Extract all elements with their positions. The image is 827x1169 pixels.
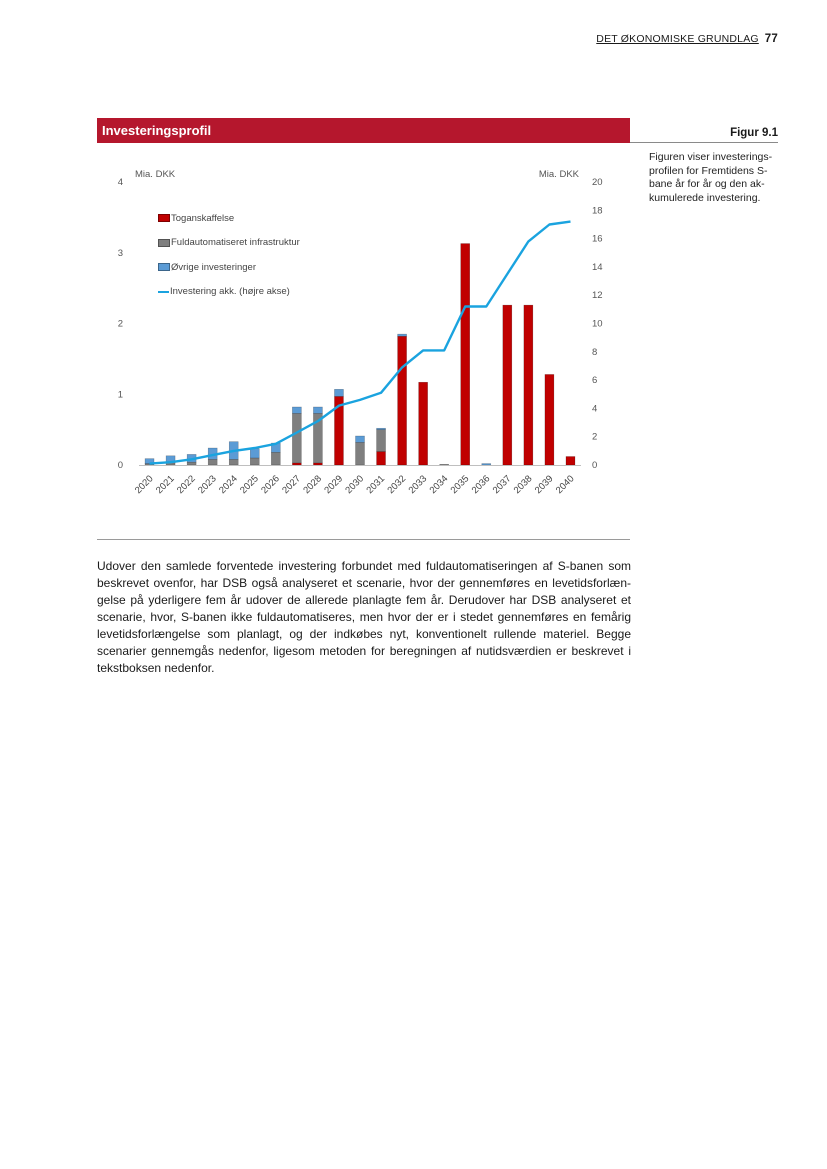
figure-title: Investeringsprofil bbox=[102, 123, 212, 138]
legend-label: Øvrige investeringer bbox=[171, 261, 257, 273]
x-axis-tick-label: 2035 bbox=[449, 473, 472, 496]
x-axis-tick-label: 2023 bbox=[196, 473, 219, 496]
legend-swatch bbox=[158, 214, 170, 223]
x-axis-tick-label: 2031 bbox=[364, 473, 387, 496]
x-axis-tick-label: 2032 bbox=[385, 473, 408, 496]
right-axis-tick-label: 10 bbox=[592, 319, 603, 330]
left-axis-tick-label: 1 bbox=[118, 389, 123, 400]
x-axis-tick-label: 2038 bbox=[512, 473, 535, 496]
bar-fuldautomatiseret-infrastruktur bbox=[271, 452, 281, 466]
x-axis-tick-label: 2030 bbox=[343, 473, 366, 496]
bar-ovrige-investeringer bbox=[313, 406, 323, 414]
bar-fuldautomatiseret-infrastruktur bbox=[292, 413, 302, 464]
bar-toganskaffelse bbox=[397, 335, 407, 466]
x-axis-tick-label: 2027 bbox=[280, 473, 303, 496]
x-axis-tick-label: 2034 bbox=[428, 473, 451, 496]
legend-label: Fuldautomatiseret infrastruktur bbox=[171, 237, 300, 249]
x-axis-tick-label: 2021 bbox=[154, 473, 177, 496]
right-axis-tick-label: 12 bbox=[592, 290, 603, 301]
bar-fuldautomatiseret-infrastruktur bbox=[439, 464, 449, 466]
right-axis-tick-label: 18 bbox=[592, 205, 603, 216]
right-axis-tick-label: 16 bbox=[592, 234, 603, 245]
bar-ovrige-investeringer bbox=[250, 448, 260, 459]
bar-fuldautomatiseret-infrastruktur bbox=[250, 457, 260, 466]
bar-fuldautomatiseret-infrastruktur bbox=[228, 459, 239, 466]
bar-ovrige-investeringer bbox=[397, 333, 407, 337]
bar-toganskaffelse bbox=[502, 304, 513, 466]
x-axis-tick-label: 2028 bbox=[301, 473, 324, 496]
bar-toganskaffelse bbox=[418, 381, 428, 466]
bar-ovrige-investeringer bbox=[334, 389, 344, 397]
right-axis-tick-label: 8 bbox=[592, 347, 597, 358]
legend-swatch bbox=[158, 290, 169, 293]
bar-fuldautomatiseret-infrastruktur bbox=[313, 413, 323, 464]
legend-item-infrastruktur: Fuldautomatiseret infrastruktur bbox=[158, 231, 300, 256]
bar-ovrige-investeringer bbox=[481, 463, 492, 466]
bar-toganskaffelse bbox=[376, 451, 386, 466]
bar-toganskaffelse bbox=[565, 456, 576, 466]
x-axis-tick-label: 2039 bbox=[533, 473, 556, 496]
x-axis-tick-label: 2024 bbox=[217, 473, 240, 496]
left-axis-label: Mia. DKK bbox=[135, 169, 176, 180]
bar-toganskaffelse bbox=[460, 243, 470, 466]
left-axis-tick-label: 4 bbox=[118, 177, 123, 188]
right-axis-label: Mia. DKK bbox=[539, 169, 580, 180]
legend-swatch bbox=[158, 238, 170, 247]
figure-number: Figur 9.1 bbox=[730, 127, 778, 139]
bar-toganskaffelse bbox=[292, 462, 302, 466]
legend-item-akkumuleret: Investering akk. (højre akse) bbox=[158, 280, 300, 305]
body-text: Udover den samlede forventede investerin… bbox=[97, 558, 631, 677]
x-axis-tick-label: 2020 bbox=[133, 473, 156, 496]
body-paragraph: Udover den samlede forventede investerin… bbox=[97, 559, 631, 675]
right-axis-tick-label: 4 bbox=[592, 403, 597, 414]
figure-header-bar: Investeringsprofil bbox=[97, 118, 630, 143]
figure-caption: Figuren viser investerings­profilen for … bbox=[649, 151, 773, 204]
chart-legend: Toganskaffelse Fuldautomatiseret infrastr… bbox=[158, 206, 300, 304]
right-axis-tick-label: 20 bbox=[592, 177, 603, 188]
bar-ovrige-investeringer bbox=[292, 406, 302, 414]
right-axis-tick-label: 0 bbox=[592, 460, 597, 471]
chart-bottom-rule bbox=[97, 539, 630, 540]
legend-label: Toganskaffelse bbox=[171, 212, 235, 224]
left-axis-tick-label: 2 bbox=[118, 319, 123, 330]
right-axis-tick-label: 14 bbox=[592, 262, 603, 273]
legend-label: Investering akk. (højre akse) bbox=[170, 286, 290, 298]
right-axis-tick-label: 2 bbox=[592, 432, 597, 443]
left-axis-tick-label: 0 bbox=[118, 460, 123, 471]
x-axis-tick-label: 2029 bbox=[322, 473, 345, 496]
left-axis-tick-label: 3 bbox=[118, 248, 123, 259]
right-axis-tick-label: 6 bbox=[592, 375, 597, 386]
bar-fuldautomatiseret-infrastruktur bbox=[207, 459, 218, 466]
bar-toganskaffelse bbox=[544, 374, 555, 466]
x-axis-tick-label: 2026 bbox=[259, 473, 282, 496]
x-axis-tick-label: 2037 bbox=[491, 473, 514, 496]
x-axis-tick-label: 2040 bbox=[554, 473, 577, 496]
legend-item-ovrige: Øvrige investeringer bbox=[158, 255, 300, 280]
bar-toganskaffelse bbox=[313, 462, 323, 466]
x-axis-tick-label: 2022 bbox=[175, 473, 198, 496]
bar-ovrige-investeringer bbox=[376, 427, 386, 430]
cumulative-investment-line bbox=[149, 220, 571, 465]
bar-fuldautomatiseret-infrastruktur bbox=[355, 442, 365, 466]
section-title: DET ØKONOMISKE GRUNDLAG bbox=[596, 33, 759, 45]
chart-area: 0 1 2 3 4 0 2 4 6 8 10 12 14 16 18 20 Mia. DKK Mia. DKK 20… bbox=[97, 146, 630, 538]
figure-header-rule bbox=[630, 142, 778, 143]
running-head: DET ØKONOMISKE GRUNDLAG 77 bbox=[596, 33, 778, 45]
bar-fuldautomatiseret-infrastruktur bbox=[376, 429, 386, 452]
x-axis-tick-label: 2033 bbox=[407, 473, 430, 496]
legend-item-toganskaffelse: Toganskaffelse bbox=[158, 206, 300, 231]
page-number: 77 bbox=[764, 33, 778, 45]
x-axis-tick-label: 2025 bbox=[238, 473, 261, 496]
x-axis-tick-label: 2036 bbox=[470, 473, 493, 496]
bar-toganskaffelse bbox=[523, 304, 534, 466]
bar-fuldautomatiseret-infrastruktur bbox=[186, 461, 197, 466]
bar-ovrige-investeringer bbox=[355, 435, 365, 443]
legend-swatch bbox=[158, 263, 170, 272]
